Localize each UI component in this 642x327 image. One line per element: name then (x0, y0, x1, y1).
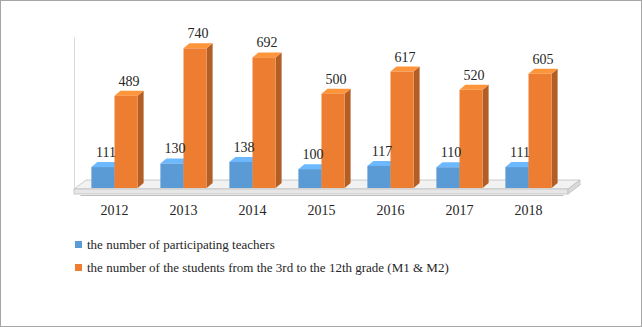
floor-front (74, 189, 568, 194)
x-tick-label: 2014 (239, 203, 267, 218)
floor-side (568, 180, 580, 194)
data-label: 111 (510, 145, 530, 160)
data-label: 489 (119, 74, 140, 89)
data-label: 692 (257, 35, 278, 50)
data-labels: 111 130 138 100 117 110 111 489 740 692 500 617 520 6… (96, 26, 554, 162)
bar-side (552, 69, 558, 188)
data-label: 117 (372, 144, 392, 159)
x-tick-label: 2013 (170, 203, 198, 218)
x-tick: 2017 (446, 203, 474, 218)
legend: the number of participating teachers the … (75, 237, 449, 275)
bar-3d (460, 85, 489, 188)
bar-3d (322, 89, 351, 188)
bar-3d (529, 69, 558, 188)
x-tick-label: 2015 (308, 203, 336, 218)
bar (460, 90, 483, 188)
bar-top (391, 67, 420, 72)
data-label: 617 (395, 50, 416, 65)
data-label: 740 (188, 26, 209, 41)
data-label: 138 (233, 140, 254, 155)
bar-top (322, 89, 351, 94)
bar (391, 72, 414, 188)
bar (229, 162, 252, 188)
bar (253, 57, 276, 188)
bar (115, 96, 138, 188)
legend-label: the number of the students from the 3rd … (87, 260, 449, 275)
data-label: 500 (326, 72, 347, 87)
x-tick: 2015 (308, 203, 336, 218)
bar-side (276, 52, 282, 188)
x-tick: 2012 (101, 203, 129, 218)
x-tick: 2016 (377, 203, 405, 218)
bar (91, 167, 114, 188)
chart: 111 130 138 100 117 110 111 489 740 692 500 617 520 6… (0, 0, 642, 327)
bar-3d (253, 52, 282, 188)
bar (436, 167, 459, 188)
y-axis-line (74, 38, 75, 189)
bar-top (253, 52, 282, 57)
bar-side (345, 89, 351, 188)
bar-top (184, 43, 213, 48)
x-tick-label: 2012 (101, 203, 129, 218)
data-label: 605 (533, 52, 554, 67)
data-label: 110 (441, 145, 461, 160)
data-label: 520 (464, 68, 485, 83)
bar (322, 94, 345, 188)
bar-top (460, 85, 489, 90)
x-tick: 2018 (515, 203, 543, 218)
legend-swatch (75, 264, 82, 271)
data-label: 100 (302, 147, 323, 162)
bar (505, 167, 528, 188)
chart-frame (1, 1, 642, 327)
bar-3d (115, 91, 144, 188)
bar-side (483, 85, 489, 188)
bar-top (529, 69, 558, 74)
data-label: 130 (164, 141, 185, 156)
bar (160, 163, 183, 188)
bar-3d (184, 43, 213, 188)
data-label: 111 (96, 145, 116, 160)
bar-side (138, 91, 144, 188)
legend-label: the number of participating teachers (87, 237, 275, 252)
x-tick: 2014 (239, 203, 267, 218)
x-tick-label: 2016 (377, 203, 405, 218)
x-axis: 2012 2013 2014 2015 2016 2017 2018 (81, 196, 564, 218)
bar-3d (391, 67, 420, 188)
legend-swatch (75, 241, 82, 248)
x-tick-label: 2017 (446, 203, 474, 218)
x-tick: 2013 (170, 203, 198, 218)
bars (91, 43, 557, 188)
bar (529, 74, 552, 188)
bar-side (207, 43, 213, 188)
bar (184, 48, 207, 188)
bar (367, 166, 390, 188)
bar-top (115, 91, 144, 96)
x-axis-line (81, 195, 564, 196)
bar-side (414, 67, 420, 188)
x-tick-label: 2018 (515, 203, 543, 218)
y-axis (74, 38, 75, 189)
bar (298, 169, 321, 188)
